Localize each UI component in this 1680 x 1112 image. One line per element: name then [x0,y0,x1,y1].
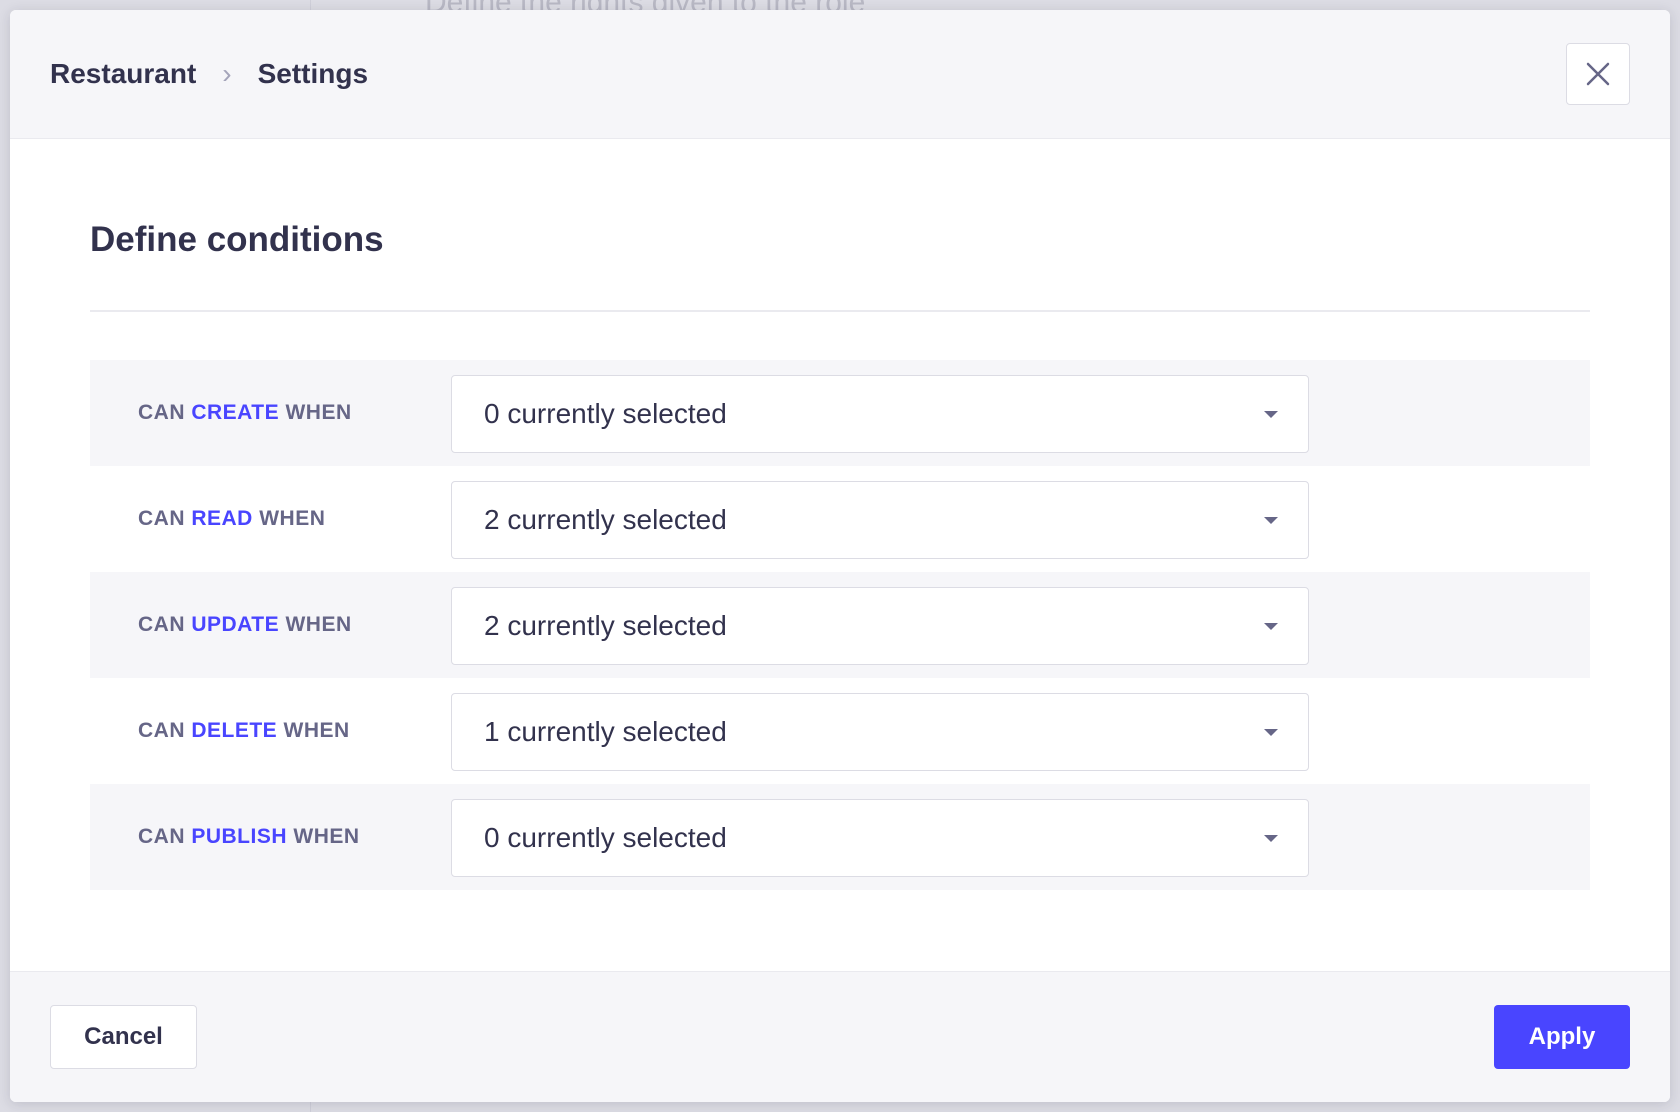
select-value: 1 currently selected [484,716,727,747]
label-action: create [191,401,280,424]
label-suffix: when [259,507,326,530]
label-suffix: when [283,719,350,742]
label-action: update [191,613,280,636]
label-action: read [191,507,253,530]
label-suffix: when [285,613,352,636]
condition-row-read: Can read when 2 currently selected [90,466,1590,572]
label-prefix: Can [138,401,185,424]
condition-row-publish: Can publish when 0 currently selected [90,784,1590,890]
condition-row-delete: Can delete when 1 currently selected [90,678,1590,784]
select-value: 2 currently selected [484,504,727,535]
select-value: 2 currently selected [484,610,727,641]
label-suffix: when [285,401,352,424]
label-prefix: Can [138,507,185,530]
caret-down-icon [1264,729,1278,736]
divider [90,310,1590,312]
condition-label: Can update when [138,613,352,637]
caret-down-icon [1264,623,1278,630]
page-title: Define conditions [90,220,384,259]
label-prefix: Can [138,719,185,742]
conditions-list: Can create when 0 currently selected Can r… [90,360,1590,890]
caret-down-icon [1264,517,1278,524]
apply-button[interactable]: Apply [1494,1005,1630,1069]
select-value: 0 currently selected [484,822,727,853]
close-button[interactable] [1566,43,1630,105]
select-value: 0 currently selected [484,398,727,429]
breadcrumb-restaurant: Restaurant [50,58,197,89]
label-prefix: Can [138,825,185,848]
condition-select-update[interactable]: 2 currently selected [451,587,1309,665]
condition-label: Can delete when [138,719,350,743]
condition-label: Can publish when [138,825,360,849]
condition-select-delete[interactable]: 1 currently selected [451,693,1309,771]
caret-down-icon [1264,411,1278,418]
condition-row-create: Can create when 0 currently selected [90,360,1590,466]
label-action: publish [191,825,288,848]
close-icon [1586,62,1610,86]
conditions-modal: Restaurant › Settings Define conditions … [10,10,1670,1102]
condition-select-read[interactable]: 2 currently selected [451,481,1309,559]
caret-down-icon [1264,835,1278,842]
label-suffix: when [293,825,360,848]
condition-row-update: Can update when 2 currently selected [90,572,1590,678]
modal-footer: Cancel Apply [10,971,1670,1102]
breadcrumb-settings: Settings [257,58,369,89]
modal-header: Restaurant › Settings [10,10,1670,139]
cancel-button[interactable]: Cancel [50,1005,197,1069]
condition-select-create[interactable]: 0 currently selected [451,375,1309,453]
condition-label: Can read when [138,507,325,531]
label-action: delete [191,719,278,742]
condition-select-publish[interactable]: 0 currently selected [451,799,1309,877]
label-prefix: Can [138,613,185,636]
condition-label: Can create when [138,401,352,425]
chevron-right-icon: › [222,58,232,89]
